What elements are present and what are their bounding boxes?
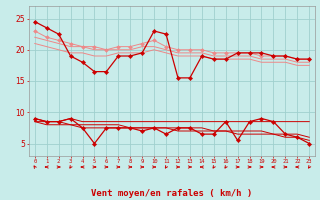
Text: Vent moyen/en rafales ( km/h ): Vent moyen/en rafales ( km/h ) [91, 189, 252, 198]
